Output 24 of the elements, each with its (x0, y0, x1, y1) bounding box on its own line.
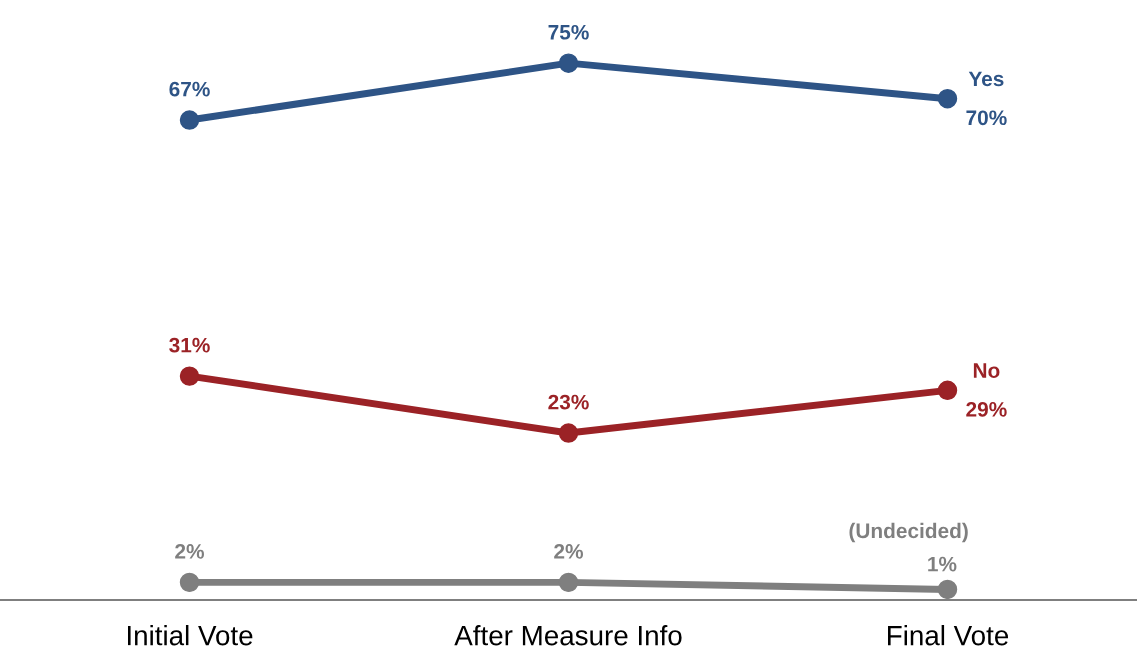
point (937, 380, 958, 401)
data-label: 70% (966, 110, 1007, 126)
data-label: 29% (966, 401, 1007, 417)
x-tick-label: Final Vote (888, 625, 1009, 646)
point (558, 423, 579, 443)
series-label: No (973, 363, 1000, 378)
series-label: Yes (968, 71, 1004, 87)
data-label: 67% (169, 81, 210, 97)
x-tick-label: Initial Vote (127, 625, 253, 646)
point (179, 572, 200, 593)
data-label: 31% (169, 337, 210, 353)
x-tick-label: After Measure Info (454, 625, 682, 646)
point (937, 88, 958, 109)
data-label: 75% (548, 24, 589, 40)
point (179, 110, 200, 130)
point (558, 572, 579, 593)
text: (Undecided) (849, 522, 968, 543)
data-label: 2% (175, 544, 205, 559)
point (179, 366, 200, 386)
data-label: 2% (554, 544, 584, 559)
point (937, 579, 958, 600)
data-label: 1% (928, 556, 957, 572)
data-label: 23% (548, 394, 589, 410)
point (558, 53, 579, 73)
